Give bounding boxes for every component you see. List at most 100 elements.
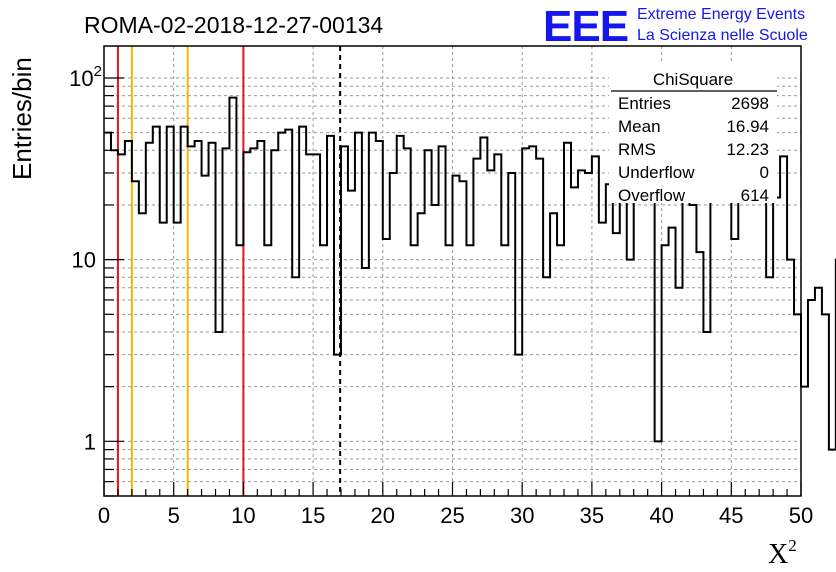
histogram-bin <box>745 184 752 496</box>
histogram-bin <box>418 213 425 496</box>
histogram-bin <box>669 228 676 496</box>
histogram-bin <box>585 173 592 496</box>
histogram-bin <box>355 133 362 496</box>
x-axis-label: X2 <box>768 536 797 570</box>
histogram-bin <box>794 314 801 496</box>
histogram-bin <box>766 277 773 496</box>
x-axis-label-sup: 2 <box>788 536 797 555</box>
histogram-bin <box>759 163 766 496</box>
histogram-bin <box>299 127 306 496</box>
histogram-bin <box>550 213 557 496</box>
histogram-bin <box>459 181 466 496</box>
histogram-bin <box>174 223 181 496</box>
histogram-bin <box>167 127 174 496</box>
histogram-bin <box>466 245 473 496</box>
stats-value: 12.23 <box>726 140 769 159</box>
histogram-bin <box>557 245 564 496</box>
eee-logo: EEE Extreme Energy Events La Scienza nel… <box>543 2 808 51</box>
stats-label: Overflow <box>618 186 686 205</box>
stats-rows: Entries 2698 Mean 16.94 RMS 12.23 Underflow 0 Ov… <box>618 94 769 205</box>
histogram-bin <box>822 314 829 496</box>
x-tick-label: 50 <box>789 503 813 528</box>
histogram-bin <box>271 150 278 496</box>
y-tick-label-base: 10 <box>69 66 93 91</box>
stats-box-bg <box>609 63 777 203</box>
histogram-bin <box>222 148 229 496</box>
stats-value: 2698 <box>731 94 769 113</box>
histogram-bin <box>710 168 717 496</box>
histogram-bin <box>648 194 655 496</box>
histogram-bin <box>613 233 620 496</box>
x-tick-labels: 0 5 10 15 20 25 30 35 40 45 50 <box>98 503 813 528</box>
histogram-bin <box>390 173 397 496</box>
histogram-bin <box>536 159 543 496</box>
x-tick-label: 20 <box>371 503 395 528</box>
histogram-bin <box>738 187 745 496</box>
histogram-bin <box>369 133 376 496</box>
histogram-bin <box>829 450 836 496</box>
histogram-bin <box>717 194 724 496</box>
histogram-bin <box>620 156 627 496</box>
histogram-bin <box>606 184 613 496</box>
stats-value: 16.94 <box>726 117 769 136</box>
x-tick-label: 40 <box>649 503 673 528</box>
histogram-bin <box>425 150 432 496</box>
histogram-bin <box>773 197 780 496</box>
plot-frame <box>103 45 802 497</box>
histogram-bin <box>508 173 515 496</box>
x-axis-label-main: X <box>768 539 788 570</box>
histogram-bin <box>341 146 348 496</box>
histogram-bin <box>257 141 264 496</box>
histogram-bin <box>787 260 794 496</box>
histogram-bin <box>327 136 334 496</box>
histogram-bin <box>599 223 606 496</box>
grid-lines <box>104 46 801 497</box>
x-tick-label: 15 <box>301 503 325 528</box>
histogram-bin <box>362 268 369 496</box>
stats-label: Underflow <box>618 163 695 182</box>
histogram-bin <box>432 205 439 496</box>
histogram-bin <box>397 136 404 496</box>
histogram-bin <box>306 154 313 496</box>
histogram-bin <box>278 133 285 496</box>
stats-value: 614 <box>741 186 769 205</box>
histogram-bin <box>292 277 299 496</box>
histogram-bin <box>195 141 202 496</box>
histogram-bin <box>676 288 683 496</box>
stats-title: ChiSquare <box>653 70 733 89</box>
histogram-bin <box>153 127 160 496</box>
histogram-bin <box>487 170 494 496</box>
y-tick-label: 102 <box>69 63 102 91</box>
histogram-bin <box>453 176 460 496</box>
histogram-bin <box>236 245 243 496</box>
x-tick-label: 30 <box>510 503 534 528</box>
histogram-bin <box>752 184 759 496</box>
histogram-bin <box>404 148 411 496</box>
histogram-bin <box>689 205 696 496</box>
histogram-bin <box>446 245 453 496</box>
histogram-bin <box>515 355 522 496</box>
histogram-bin <box>160 223 167 496</box>
histogram-bin <box>683 197 690 496</box>
histogram-bin <box>564 143 571 496</box>
stats-box: ChiSquare Entries 2698 Mean 16.94 RMS 12.23 Un… <box>609 63 777 205</box>
histogram-bin <box>334 355 341 496</box>
histogram-bin <box>111 150 118 496</box>
y-tick-label: 1 <box>84 429 96 454</box>
histogram-bin <box>188 146 195 496</box>
y-tick-label: 10 <box>72 248 96 273</box>
stats-label: RMS <box>618 140 656 159</box>
histogram-bin <box>808 300 815 496</box>
histogram-bin <box>634 165 641 496</box>
histogram-bin <box>439 146 446 496</box>
histogram-bin <box>473 159 480 496</box>
histogram-bin <box>578 170 585 496</box>
histogram-bin <box>285 130 292 496</box>
histogram-bin <box>529 146 536 496</box>
histogram-bin <box>780 156 787 496</box>
histogram-bin <box>209 143 216 496</box>
histogram-bin <box>383 239 390 496</box>
histogram-bin <box>320 245 327 496</box>
histogram-bin <box>731 239 738 496</box>
